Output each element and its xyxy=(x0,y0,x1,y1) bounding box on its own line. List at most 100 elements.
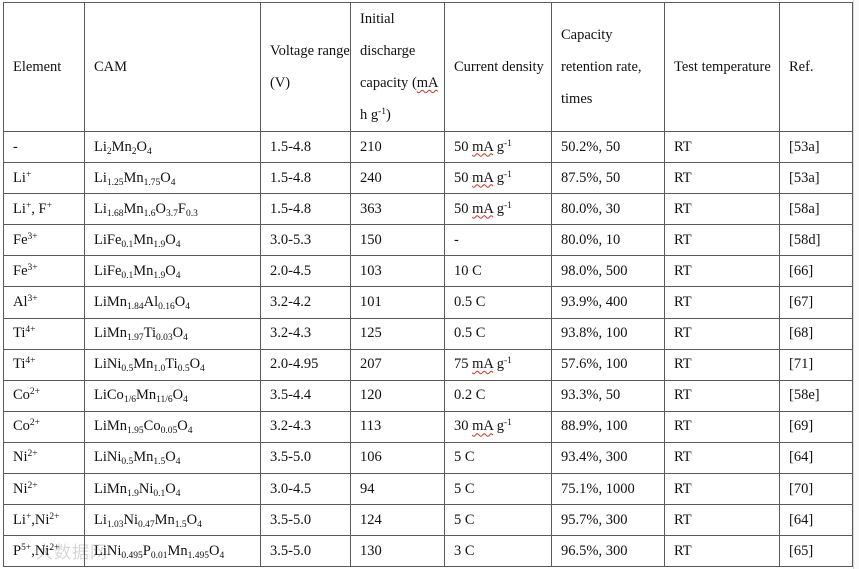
voltage-cell: 3.5-5.0 xyxy=(260,504,351,537)
ref-cell: [68] xyxy=(779,317,853,350)
ref-cell: [69] xyxy=(779,410,853,443)
retention-cell: 57.6%, 100 xyxy=(551,348,665,381)
ref-cell: [65] xyxy=(779,535,853,568)
ref-cell: [70] xyxy=(779,473,853,506)
element-cell: Ni2+ xyxy=(3,441,85,475)
header-current: Current density xyxy=(444,2,552,132)
voltage-cell: 3.5-5.0 xyxy=(260,441,351,475)
element-cell: Fe3+ xyxy=(3,224,85,257)
ref-cell: [53a] xyxy=(779,130,853,164)
voltage-cell: 3.5-5.0 xyxy=(260,535,351,568)
header-cam: CAM xyxy=(84,2,261,132)
ref-cell: [64] xyxy=(779,504,853,537)
table-row: P5+,Ni2+ LiNi0.495P0.01Mn1.495O4 3.5-5.0 13… xyxy=(3,535,853,568)
element-cell: Ni2+ xyxy=(3,473,85,506)
element-cell: - xyxy=(3,130,85,164)
header-row: Element CAM Voltage range (V) Initial di… xyxy=(3,2,853,132)
table-row: Li+,Ni2+ Li1.03Ni0.47Mn1.5O4 3.5-5.0 124 5 C… xyxy=(3,504,853,537)
voltage-cell: 3.0-5.3 xyxy=(260,224,351,257)
table-row: Ni2+ LiNi0.5Mn1.5O4 3.5-5.0 106 5 C 93.4%, 30… xyxy=(3,441,853,475)
current-cell: 5 C xyxy=(444,504,552,537)
element-cell: Ti4+ xyxy=(3,317,85,350)
temperature-cell: RT xyxy=(664,379,780,412)
header-retention: Capacity retention rate, times xyxy=(551,2,665,132)
table-row: Co2+ LiCo1/6Mn11/6O4 3.5-4.4 120 0.2 C 93.3%,… xyxy=(3,379,853,412)
table-row: Li+ Li1.25Mn1.75O4 1.5-4.8 240 50 mA g-1 87.5… xyxy=(3,162,853,195)
table-row: Al3+ LiMn1.84Al0.16O4 3.2-4.2 101 0.5 C 93.9%… xyxy=(3,286,853,319)
temperature-cell: RT xyxy=(664,535,780,568)
retention-cell: 93.4%, 300 xyxy=(551,441,665,475)
voltage-cell: 3.2-4.3 xyxy=(260,410,351,443)
element-cell: Fe3+ xyxy=(3,255,85,288)
voltage-cell: 3.0-4.5 xyxy=(260,473,351,506)
capacity-cell: 94 xyxy=(350,473,445,506)
table-row: Co2+ LiMn1.95Co0.05O4 3.2-4.3 113 30 mA g-1 8… xyxy=(3,410,853,443)
current-cell: 0.5 C xyxy=(444,286,552,319)
ref-cell: [64] xyxy=(779,441,853,475)
current-cell: 50 mA g-1 xyxy=(444,193,552,226)
header-temperature: Test temperature xyxy=(664,2,780,132)
cam-cell: LiNi0.5Mn1.0Ti0.5O4 xyxy=(84,348,261,381)
cam-cell: LiMn1.9Ni0.1O4 xyxy=(84,473,261,506)
voltage-cell: 3.5-4.4 xyxy=(260,379,351,412)
capacity-cell: 363 xyxy=(350,193,445,226)
cam-cell: LiMn1.84Al0.16O4 xyxy=(84,286,261,319)
voltage-cell: 1.5-4.8 xyxy=(260,162,351,195)
temperature-cell: RT xyxy=(664,441,780,475)
retention-cell: 96.5%, 300 xyxy=(551,535,665,568)
current-cell: 3 C xyxy=(444,535,552,568)
cam-cell: Li1.25Mn1.75O4 xyxy=(84,162,261,195)
cam-cell: LiMn1.95Co0.05O4 xyxy=(84,410,261,443)
capacity-cell: 124 xyxy=(350,504,445,537)
table-row: Fe3+ LiFe0.1Mn1.9O4 3.0-5.3 150-80.0%, 10 RT… xyxy=(3,224,853,257)
retention-cell: 75.1%, 1000 xyxy=(551,473,665,506)
voltage-cell: 2.0-4.5 xyxy=(260,255,351,288)
header-capacity-unit: (mA h g-1) xyxy=(360,75,438,123)
retention-cell: 87.5%, 50 xyxy=(551,162,665,195)
current-cell: 0.2 C xyxy=(444,379,552,412)
retention-cell: 98.0%, 500 xyxy=(551,255,665,288)
capacity-cell: 150 xyxy=(350,224,445,257)
voltage-cell: 3.2-4.2 xyxy=(260,286,351,319)
capacity-cell: 125 xyxy=(350,317,445,350)
header-element: Element xyxy=(3,2,85,132)
header-capacity-label: Initial discharge capacity xyxy=(360,11,416,91)
ref-cell: [53a] xyxy=(779,162,853,195)
header-capacity: Initial discharge capacity (mA h g-1) xyxy=(350,2,445,132)
table-row: Li+, F+ Li1.68Mn1.6O3.7F0.3 1.5-4.8 363 50 m… xyxy=(3,193,853,226)
voltage-cell: 2.0-4.95 xyxy=(260,348,351,381)
ref-cell: [66] xyxy=(779,255,853,288)
header-ref: Ref. xyxy=(779,2,853,132)
element-cell: Co2+ xyxy=(3,379,85,412)
cam-cell: LiNi0.5Mn1.5O4 xyxy=(84,441,261,475)
temperature-cell: RT xyxy=(664,504,780,537)
capacity-cell: 240 xyxy=(350,162,445,195)
table-row: Ni2+ LiMn1.9Ni0.1O4 3.0-4.5 94 5 C 75.1%, 100… xyxy=(3,473,853,506)
voltage-cell: 1.5-4.8 xyxy=(260,130,351,164)
ref-cell: [67] xyxy=(779,286,853,319)
element-cell: Li+ xyxy=(3,162,85,195)
current-cell: 5 C xyxy=(444,441,552,475)
table-body: - Li2Mn2O4 1.5-4.8 210 50 mA g-1 50.2%, 50 RT[… xyxy=(3,130,853,568)
retention-cell: 80.0%, 10 xyxy=(551,224,665,257)
temperature-cell: RT xyxy=(664,255,780,288)
current-cell: 10 C xyxy=(444,255,552,288)
capacity-cell: 130 xyxy=(350,535,445,568)
retention-cell: 88.9%, 100 xyxy=(551,410,665,443)
retention-cell: 80.0%, 30 xyxy=(551,193,665,226)
cam-cell: Li2Mn2O4 xyxy=(84,130,261,164)
voltage-cell: 3.2-4.3 xyxy=(260,317,351,350)
retention-cell: 95.7%, 300 xyxy=(551,504,665,537)
temperature-cell: RT xyxy=(664,317,780,350)
temperature-cell: RT xyxy=(664,473,780,506)
retention-cell: 93.9%, 400 xyxy=(551,286,665,319)
temperature-cell: RT xyxy=(664,286,780,319)
header-voltage: Voltage range (V) xyxy=(260,2,351,132)
temperature-cell: RT xyxy=(664,130,780,164)
element-cell: Al3+ xyxy=(3,286,85,319)
table-row: Fe3+ LiFe0.1Mn1.9O4 2.0-4.5 103 10 C 98.0%, 5… xyxy=(3,255,853,288)
capacity-cell: 106 xyxy=(350,441,445,475)
table-row: Ti4+ LiNi0.5Mn1.0Ti0.5O4 2.0-4.95 207 75 mA … xyxy=(3,348,853,381)
temperature-cell: RT xyxy=(664,162,780,195)
cam-cell: Li1.68Mn1.6O3.7F0.3 xyxy=(84,193,261,226)
